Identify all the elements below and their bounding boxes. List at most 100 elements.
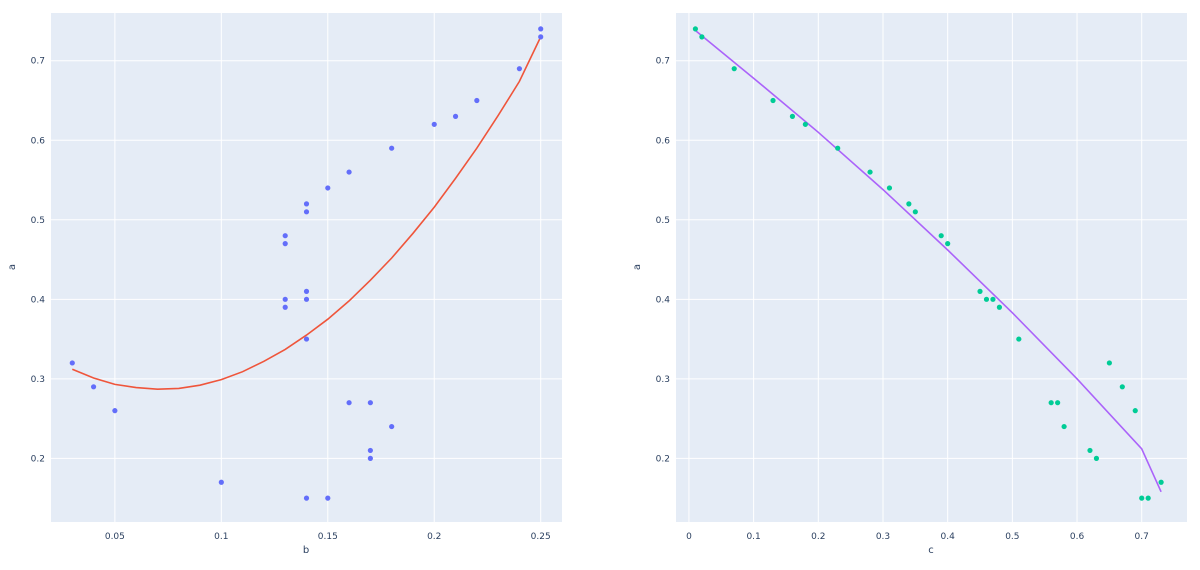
right-y-tick-label: 0.3 (656, 375, 670, 385)
right-data-point (1132, 408, 1138, 414)
left-data-point (282, 241, 288, 247)
right-y-tick-label: 0.4 (656, 295, 671, 305)
right-data-point (1016, 336, 1022, 342)
left-data-point (282, 233, 288, 239)
left-data-point (303, 201, 310, 207)
left-data-point (69, 360, 75, 366)
right-data-point (886, 185, 893, 191)
left-x-tick-label: 0.1 (214, 532, 228, 542)
right-data-point (1139, 495, 1145, 501)
right-x-tick-label: 0 (686, 532, 692, 542)
left-y-tick-label: 0.6 (31, 136, 46, 146)
right-y-tick-labels: 0.2 0.3 0.4 0.5 0.6 0.7 (656, 57, 671, 465)
right-x-tick-label: 0.2 (811, 532, 825, 542)
left-data-point (303, 495, 310, 501)
left-data-point (474, 97, 480, 104)
left-data-point (282, 304, 288, 310)
left-y-axis-title: a (7, 264, 18, 270)
left-data-point (218, 479, 224, 485)
right-data-point (802, 121, 808, 127)
right-data-point (983, 296, 990, 302)
right-data-point (692, 26, 699, 32)
left-data-point (346, 400, 352, 406)
left-markers (69, 26, 544, 501)
right-y-axis-title: a (632, 264, 643, 270)
left-data-point (538, 26, 544, 32)
left-gridlines (51, 13, 562, 522)
left-x-tick-label: 0.15 (318, 532, 338, 542)
left-y-tick-label: 0.2 (31, 454, 45, 464)
left-data-point (431, 121, 437, 127)
right-data-point (1106, 360, 1112, 366)
left-plot-area (51, 13, 562, 522)
left-x-tick-label: 0.25 (531, 532, 551, 542)
right-data-point (1145, 495, 1151, 501)
left-data-point (389, 423, 395, 430)
left-data-point (90, 384, 97, 390)
right-data-point (770, 97, 776, 104)
right-data-point (731, 66, 737, 72)
left-data-point (367, 455, 373, 461)
right-data-point (977, 288, 983, 294)
right-x-tick-label: 0.3 (876, 532, 890, 542)
left-x-tick-labels: 0.05 0.1 0.15 0.2 0.25 (105, 532, 551, 542)
right-data-point (996, 304, 1003, 310)
right-data-point (1061, 423, 1067, 430)
right-data-point (835, 145, 841, 151)
right-data-point (906, 201, 912, 207)
left-fit-line (71, 36, 542, 391)
right-x-tick-label: 0.6 (1070, 532, 1085, 542)
right-x-tick-label: 0.7 (1135, 532, 1149, 542)
right-x-tick-label: 0.5 (1005, 532, 1019, 542)
left-plot-panel: 0.05 0.1 0.15 0.2 0.25 0.20.30.40.50.60.7 b … (7, 13, 562, 556)
right-data-point (867, 169, 873, 175)
right-markers (692, 26, 1164, 501)
left-x-axis-title: b (303, 545, 309, 556)
left-data-point (303, 288, 310, 294)
left-y-tick-labels: 0.2 0.3 0.4 0.5 0.6 0.7 (31, 57, 46, 465)
right-data-point (912, 209, 918, 215)
left-y-tick-label: 0.4 (31, 295, 46, 305)
left-data-point (389, 145, 395, 151)
left-y-tick-label: 0.3 (31, 375, 45, 385)
right-y-tick-label: 0.6 (656, 136, 671, 146)
left-x-tick-label: 0.05 (105, 532, 125, 542)
right-y-tick-label: 0.5 (656, 216, 670, 226)
left-data-point (112, 408, 118, 414)
right-fit-line-path (694, 29, 1162, 493)
left-data-point (516, 66, 523, 72)
right-data-point (1158, 479, 1164, 485)
left-data-point (367, 447, 373, 454)
right-gridlines (676, 13, 1187, 522)
right-data-point (1093, 455, 1100, 461)
right-x-tick-labels: 0 0.1 0.2 0.3 0.4 0.5 0.6 0.7 (686, 532, 1149, 542)
right-x-tick-label: 0.4 (941, 532, 956, 542)
left-x-tick-label: 0.2 (427, 532, 441, 542)
left-data-point (367, 400, 373, 406)
right-data-point (1055, 400, 1061, 406)
left-data-point (303, 296, 310, 302)
right-plot-panel: 0 0.1 0.2 0.3 0.4 0.5 0.6 0.7 0.20.30.40.50.60.… (632, 13, 1187, 556)
left-data-point (325, 495, 331, 501)
right-x-tick-label: 0.1 (746, 532, 760, 542)
left-y-tick-label: 0.5 (31, 216, 45, 226)
right-y-tick-label: 0.2 (656, 454, 670, 464)
left-fit-line-path (71, 36, 542, 391)
right-data-point (938, 233, 944, 239)
left-data-point (538, 34, 544, 40)
right-fit-line (694, 29, 1162, 493)
right-data-point (789, 113, 796, 119)
left-y-tick-label: 0.7 (31, 57, 45, 67)
right-data-point (1119, 384, 1125, 390)
right-data-point (945, 241, 951, 247)
right-data-point (699, 34, 705, 40)
left-data-point (325, 185, 331, 191)
right-data-point (1048, 400, 1054, 406)
left-data-point (452, 113, 459, 119)
right-plot-area (676, 13, 1187, 522)
right-x-axis-title: c (928, 545, 934, 556)
right-y-tick-label: 0.7 (656, 57, 670, 67)
left-data-point (303, 209, 310, 215)
left-data-point (282, 296, 288, 302)
